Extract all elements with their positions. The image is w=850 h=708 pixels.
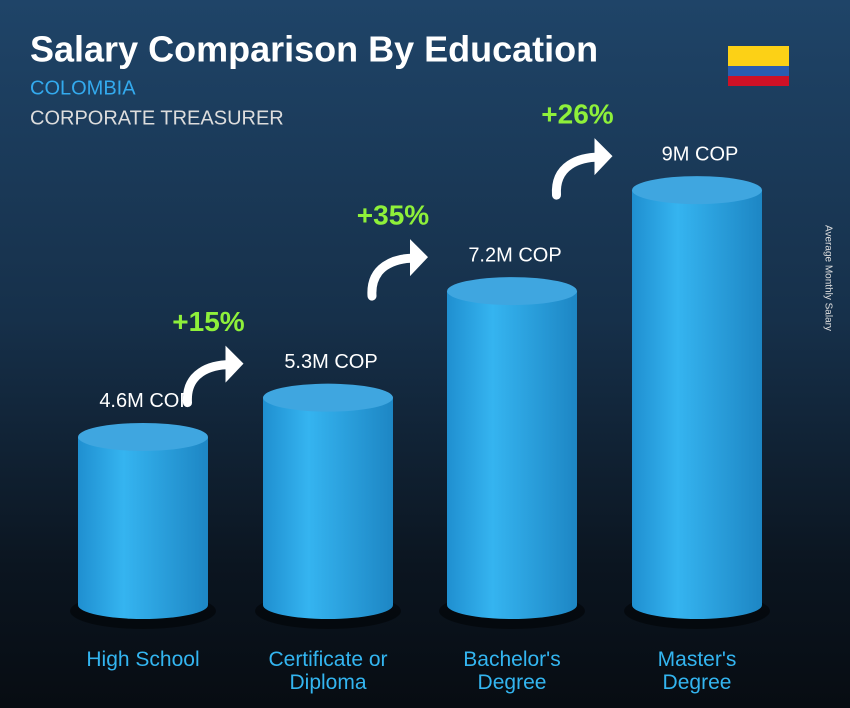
flag — [728, 46, 789, 86]
percent-change: +35% — [357, 199, 429, 230]
x-tick-label: Bachelor's Degree — [463, 648, 561, 694]
bar-top — [447, 277, 577, 306]
arrow-head — [410, 239, 428, 277]
value-label: 9M COP — [662, 143, 739, 165]
subtitle: COLOMBIA — [30, 77, 136, 99]
bar-top — [632, 176, 762, 205]
bar — [632, 190, 762, 619]
x-tick-label: Certificate or Diploma — [268, 648, 388, 694]
arrow — [367, 253, 420, 301]
percent-change: +26% — [541, 98, 613, 129]
value-label: 4.6M COP — [99, 390, 192, 412]
percent-change: +15% — [172, 306, 244, 337]
job-title: CORPORATE TREASURER — [30, 107, 284, 129]
bar-top — [263, 383, 393, 412]
arrow-head — [594, 138, 613, 176]
bar-top — [78, 422, 208, 451]
value-label: 7.2M COP — [468, 244, 561, 266]
x-tick-label: High School — [86, 648, 200, 671]
x-tick-label: Master's Degree — [657, 648, 737, 694]
arrow — [551, 152, 604, 200]
arrow — [182, 360, 235, 408]
value-label: 5.3M COP — [284, 351, 377, 373]
arrow-head — [225, 345, 244, 383]
bar — [263, 397, 393, 619]
bar — [78, 436, 208, 619]
chart-title: Salary Comparison By Education — [30, 29, 598, 70]
bar — [447, 291, 577, 619]
y-axis-label: Average Monthly Salary — [822, 225, 833, 331]
